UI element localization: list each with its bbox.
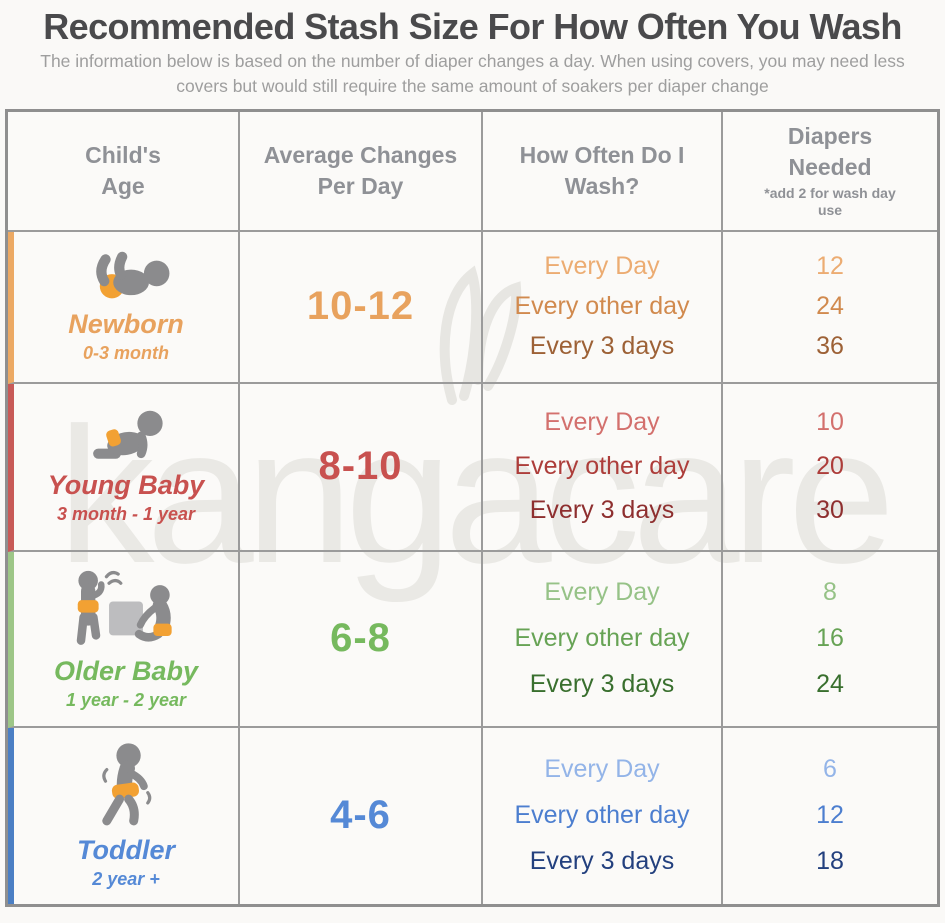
newborn-changes-cell: 10-12 — [240, 231, 483, 384]
diapers-needed-value: 36 — [816, 331, 844, 360]
table-grid: Child's Age Average Changes Per Day How … — [8, 111, 937, 904]
toddler-changes-cell: 4-6 — [240, 727, 483, 904]
wash-frequency: Every other day — [514, 292, 690, 321]
page-subtitle: The information below is based on the nu… — [40, 50, 905, 97]
older-baby-needed-cell: 8 16 24 — [723, 552, 937, 728]
header-average-changes: Average Changes Per Day — [240, 111, 483, 232]
wash-frequency: Every Day — [544, 578, 660, 607]
toddler-age-cell: Toddler 2 year + — [8, 727, 240, 904]
diapers-needed-value: 18 — [816, 847, 844, 876]
age-group-name: Newborn — [68, 309, 184, 340]
diapers-needed-value: 20 — [816, 452, 844, 481]
older-baby-changes-cell: 6-8 — [240, 551, 483, 728]
wash-frequency: Every Day — [544, 408, 660, 437]
wash-frequency: Every other day — [514, 801, 690, 830]
header-label: Child's Age — [85, 142, 161, 199]
young-baby-needed-cell: 10 20 30 — [723, 384, 937, 552]
newborn-lying-baby-icon — [96, 251, 170, 299]
wash-frequency: Every Day — [544, 754, 660, 783]
changes-per-day: 8-10 — [318, 444, 403, 489]
age-group-range: 1 year - 2 year — [65, 689, 187, 710]
header-note: *add 2 for wash day use — [764, 184, 896, 219]
age-group-range: 2 year + — [92, 868, 160, 889]
changes-per-day: 4-6 — [330, 793, 391, 838]
diapers-needed-value: 24 — [816, 669, 844, 698]
age-group-name: Toddler — [77, 835, 175, 866]
crawling-baby-icon — [93, 410, 163, 459]
newborn-needed-cell: 12 24 36 — [723, 232, 937, 384]
changes-per-day: 10-12 — [306, 284, 415, 329]
diapers-needed-value: 30 — [816, 495, 844, 524]
wash-frequency: Every other day — [514, 452, 690, 481]
diapers-needed-value: 8 — [823, 578, 837, 607]
header-diapers-needed: Diapers Needed *add 2 for wash day use — [723, 112, 937, 232]
young-baby-wash-cell: Every Day Every other day Every 3 days — [483, 383, 723, 552]
header-label: Average Changes Per Day — [263, 142, 458, 199]
two-babies-playing-blocks-icon — [76, 571, 172, 646]
diapers-needed-value: 12 — [816, 252, 844, 281]
kangacare-watermark: kangacare — [57, 386, 895, 603]
wash-frequency: Every Day — [544, 252, 660, 281]
diapers-needed-value: 24 — [816, 292, 844, 321]
changes-per-day: 6-8 — [330, 616, 391, 661]
toddler-needed-cell: 6 12 18 — [723, 728, 937, 904]
newborn-age-cell: Newborn 0-3 month — [8, 231, 240, 384]
age-group-range: 3 month - 1 year — [56, 503, 196, 524]
young-baby-changes-cell: 8-10 — [240, 383, 483, 552]
wash-frequency: Every 3 days — [529, 847, 675, 876]
toddler-wash-cell: Every Day Every other day Every 3 days — [483, 727, 723, 904]
older-baby-wash-cell: Every Day Every other day Every 3 days — [483, 551, 723, 728]
age-group-name: Young Baby — [47, 470, 205, 501]
diapers-needed-value: 6 — [823, 754, 837, 783]
diapers-needed-value: 16 — [816, 624, 844, 653]
age-group-range: 0-3 month — [82, 342, 169, 363]
stash-size-table: kangacare Child's Age Average Changes Pe… — [5, 108, 940, 907]
page-title: Recommended Stash Size For How Often You… — [43, 6, 902, 47]
header-label: Diapers Needed — [787, 123, 873, 180]
header-how-often-wash: How Often Do I Wash? — [483, 111, 723, 232]
wash-frequency: Every 3 days — [529, 669, 675, 698]
wash-frequency: Every 3 days — [529, 495, 675, 524]
header-label: How Often Do I Wash? — [519, 142, 685, 199]
age-group-name: Older Baby — [53, 656, 199, 687]
young-baby-age-cell: Young Baby 3 month - 1 year — [8, 383, 240, 552]
header-childs-age: Child's Age — [8, 111, 240, 232]
newborn-wash-cell: Every Day Every other day Every 3 days — [483, 231, 723, 384]
wash-frequency: Every other day — [514, 624, 690, 653]
older-baby-age-cell: Older Baby 1 year - 2 year — [8, 551, 240, 728]
wash-frequency: Every 3 days — [529, 331, 675, 360]
diapers-needed-value: 12 — [816, 801, 844, 830]
walking-toddler-icon — [102, 743, 152, 826]
diapers-needed-value: 10 — [816, 408, 844, 437]
